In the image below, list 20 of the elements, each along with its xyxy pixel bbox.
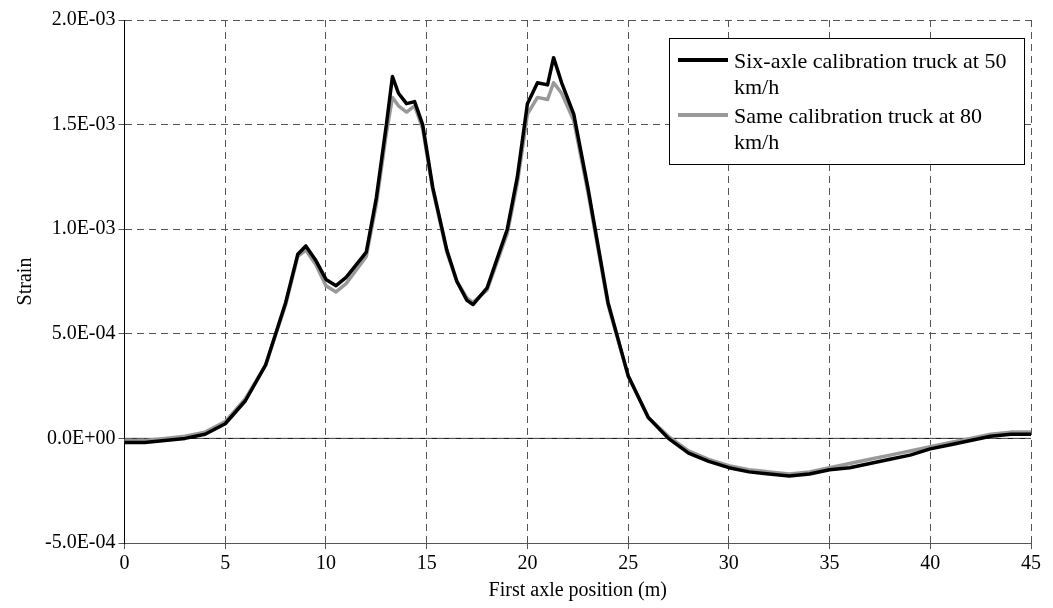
y-tick-label: 2.0E-03 bbox=[51, 7, 116, 30]
x-tick-label: 40 bbox=[920, 551, 941, 574]
y-axis-title: Strain bbox=[13, 257, 36, 306]
x-axis-title: First axle position (m) bbox=[488, 578, 667, 602]
y-tick-label: -5.0E-04 bbox=[44, 530, 116, 553]
legend-label: Same calibration truck at 80 km/h bbox=[734, 103, 984, 155]
y-tick-label: 5.0E-04 bbox=[51, 321, 116, 344]
x-tick-label: 5 bbox=[220, 551, 231, 574]
y-tick-label: 1.0E-03 bbox=[51, 216, 116, 239]
y-tick-label: 0.0E+00 bbox=[47, 425, 116, 448]
x-tick-label: 30 bbox=[718, 551, 739, 574]
x-tick-label: 10 bbox=[315, 551, 336, 574]
x-tick-label: 0 bbox=[119, 551, 130, 574]
y-tick-label: 1.5E-03 bbox=[51, 111, 116, 134]
x-tick-label: 35 bbox=[819, 551, 840, 574]
legend-label: Six-axle calibration truck at 50 km/h bbox=[734, 48, 1008, 100]
x-tick-label: 15 bbox=[416, 551, 437, 574]
x-tick-label: 20 bbox=[517, 551, 538, 574]
x-tick-label: 25 bbox=[618, 551, 639, 574]
x-tick-label: 45 bbox=[1021, 551, 1041, 574]
